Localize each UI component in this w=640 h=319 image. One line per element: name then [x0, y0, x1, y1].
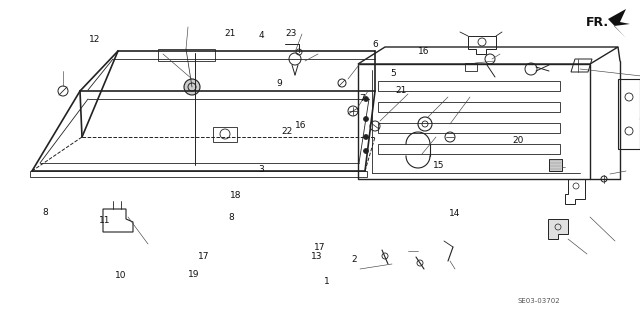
Text: 6: 6 — [373, 40, 378, 49]
Polygon shape — [549, 159, 562, 171]
Text: 20: 20 — [513, 137, 524, 145]
Polygon shape — [548, 219, 568, 239]
Text: 1: 1 — [324, 277, 329, 286]
Text: FR.: FR. — [586, 17, 609, 29]
Circle shape — [364, 116, 369, 122]
Text: 16: 16 — [418, 47, 429, 56]
Text: 21: 21 — [395, 86, 406, 95]
Text: 21: 21 — [225, 29, 236, 38]
Text: 15: 15 — [433, 161, 444, 170]
Text: 23: 23 — [285, 29, 297, 38]
Circle shape — [364, 149, 369, 153]
Text: 8: 8 — [42, 208, 47, 217]
Text: 14: 14 — [449, 209, 460, 218]
Text: 13: 13 — [311, 252, 323, 261]
Text: 9: 9 — [276, 79, 282, 88]
Text: 17: 17 — [198, 252, 209, 261]
Text: 3: 3 — [259, 165, 264, 174]
Text: 2: 2 — [351, 255, 356, 263]
Polygon shape — [608, 9, 630, 38]
Text: 10: 10 — [115, 271, 126, 280]
Circle shape — [364, 97, 369, 101]
Text: 22: 22 — [281, 127, 292, 136]
Text: 7: 7 — [359, 94, 364, 103]
Text: 5: 5 — [391, 69, 396, 78]
Text: 19: 19 — [188, 271, 199, 279]
Text: 16: 16 — [295, 121, 307, 130]
Circle shape — [364, 135, 369, 139]
Text: 4: 4 — [259, 31, 264, 40]
Circle shape — [184, 79, 200, 95]
Text: 12: 12 — [89, 35, 100, 44]
Text: SE03-03702: SE03-03702 — [518, 298, 561, 304]
Text: 18: 18 — [230, 191, 241, 200]
Text: 8: 8 — [229, 213, 234, 222]
Text: 17: 17 — [314, 243, 326, 252]
Text: 11: 11 — [99, 216, 110, 225]
